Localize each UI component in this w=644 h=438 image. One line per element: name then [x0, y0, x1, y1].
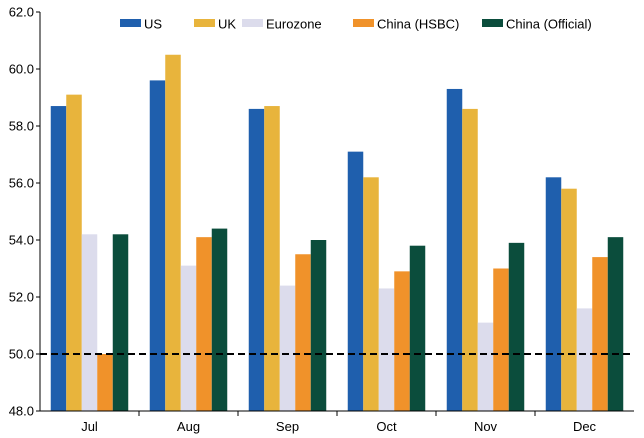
y-tick-label: 50.0 — [9, 347, 34, 362]
y-tick-label: 60.0 — [9, 62, 34, 77]
x-tick-label: Oct — [376, 419, 397, 434]
bar-uk-nov — [462, 108, 478, 412]
y-tick-label: 54.0 — [9, 233, 34, 248]
axes — [39, 12, 634, 412]
y-tick-label: 48.0 — [9, 404, 34, 419]
bar-eurozone-oct — [378, 288, 395, 411]
bar-us-sep — [248, 108, 265, 412]
legend-swatch — [482, 19, 503, 27]
bar-eurozone-jul — [81, 234, 98, 411]
x-tick-label: Dec — [573, 419, 597, 434]
legend-swatch — [353, 19, 374, 27]
y-axis-ticks: 48.0 50.0 52.0 54.0 56.0 58.0 60.0 62.0 — [9, 5, 40, 419]
bar-us-aug — [149, 80, 166, 412]
bar-uk-jul — [66, 94, 82, 412]
bar-us-dec — [545, 177, 562, 411]
bar-eurozone-sep — [279, 285, 296, 411]
x-tick-label: Sep — [276, 419, 299, 434]
bar-us-oct — [347, 151, 364, 411]
bar-us-nov — [446, 88, 463, 411]
legend-label: China (Official) — [506, 17, 592, 32]
legend-swatch — [242, 19, 263, 27]
bar-china-official-jul — [112, 234, 129, 411]
legend-swatch — [120, 19, 141, 27]
bar-china-hsbc-dec — [592, 257, 608, 411]
legend-swatch — [194, 19, 215, 27]
x-tick-label: Jul — [81, 419, 98, 434]
legend-label: US — [144, 17, 162, 32]
bar-series-group — [50, 54, 624, 412]
bar-china-official-sep — [310, 240, 327, 411]
y-tick-label: 58.0 — [9, 119, 34, 134]
legend-label: Eurozone — [266, 17, 322, 32]
y-tick-label: 52.0 — [9, 290, 34, 305]
bar-uk-aug — [165, 54, 181, 411]
x-axis-labels: Jul Aug Sep Oct Nov Dec — [81, 411, 597, 434]
bar-uk-dec — [561, 188, 577, 411]
bar-china-hsbc-jul — [97, 354, 113, 411]
x-tick-label: Aug — [177, 419, 200, 434]
bar-eurozone-dec — [576, 308, 593, 411]
legend-label: China (HSBC) — [377, 17, 459, 32]
x-tick-label: Nov — [474, 419, 498, 434]
legend-label: UK — [218, 17, 236, 32]
bar-china-official-aug — [211, 228, 228, 411]
bar-china-official-oct — [409, 245, 426, 411]
bar-china-hsbc-sep — [295, 254, 311, 411]
bar-uk-sep — [264, 106, 280, 412]
bar-us-jul — [50, 106, 67, 412]
bar-eurozone-aug — [180, 265, 197, 411]
bar-uk-oct — [363, 177, 379, 411]
bar-china-hsbc-aug — [196, 237, 212, 411]
bar-eurozone-nov — [477, 322, 494, 411]
bar-china-hsbc-oct — [394, 271, 410, 411]
legend: US UK Eurozone China (HSBC) China (Official) — [120, 17, 592, 32]
y-tick-label: 56.0 — [9, 176, 34, 191]
bar-china-hsbc-nov — [493, 268, 509, 411]
bar-china-official-nov — [508, 242, 525, 411]
y-tick-label: 62.0 — [9, 5, 34, 20]
bar-china-official-dec — [607, 237, 624, 411]
